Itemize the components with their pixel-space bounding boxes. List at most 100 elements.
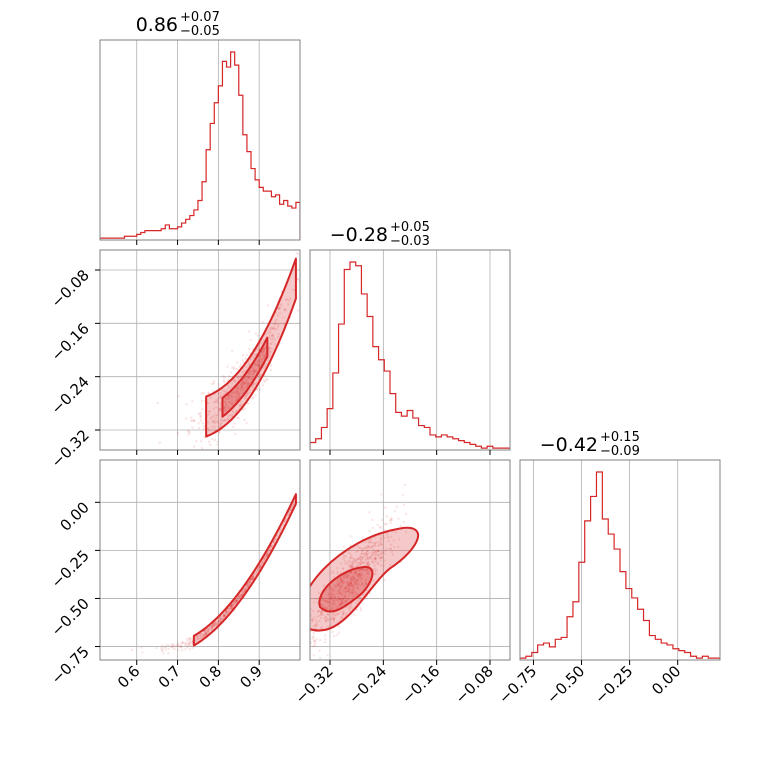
sample-point xyxy=(372,579,375,582)
sample-point xyxy=(359,576,362,579)
sample-point xyxy=(377,553,380,557)
sample-point xyxy=(334,614,337,617)
sample-point xyxy=(370,551,373,554)
sample-point xyxy=(373,569,377,573)
sample-point xyxy=(373,567,376,570)
panel-frame xyxy=(309,459,511,661)
sample-point xyxy=(235,600,239,603)
sample-point xyxy=(317,591,321,595)
sample-point xyxy=(351,565,354,569)
sample-point xyxy=(223,376,226,379)
sample-point xyxy=(241,380,244,384)
sample-point xyxy=(236,376,240,380)
sample-point xyxy=(210,416,214,419)
sample-point xyxy=(207,402,210,405)
sample-point xyxy=(199,411,202,415)
sample-point xyxy=(241,591,244,594)
sample-point xyxy=(330,596,334,600)
sample-point xyxy=(257,360,261,363)
sample-point xyxy=(212,389,215,393)
sample-point xyxy=(346,561,349,565)
sample-point xyxy=(349,571,352,574)
sample-point xyxy=(312,625,316,628)
sample-point xyxy=(236,598,239,602)
sample-point xyxy=(271,333,274,336)
sample-point xyxy=(252,369,256,372)
sample-point xyxy=(330,593,333,597)
sample-point xyxy=(202,391,205,395)
sample-point xyxy=(210,626,214,630)
sample-point xyxy=(348,556,352,560)
sample-point xyxy=(380,556,384,559)
sample-point xyxy=(371,553,374,556)
sample-point xyxy=(347,597,350,600)
sample-point xyxy=(216,414,220,417)
sample-point xyxy=(340,602,344,605)
sample-point xyxy=(260,352,264,356)
sample-point xyxy=(219,618,222,621)
sample-point xyxy=(251,577,254,580)
x-tick-label: −0.25 xyxy=(591,662,636,707)
sample-point xyxy=(366,562,369,565)
sample-point xyxy=(223,408,226,411)
sample-point xyxy=(350,590,354,594)
sample-point xyxy=(199,633,202,636)
sample-point xyxy=(373,564,377,567)
sample-point xyxy=(234,598,238,602)
sample-point xyxy=(232,425,235,429)
sample-point xyxy=(344,555,347,558)
sample-point xyxy=(328,585,332,589)
sample-point xyxy=(211,438,214,441)
sample-point xyxy=(362,555,365,558)
sample-point xyxy=(258,363,262,367)
sample-point xyxy=(350,578,353,582)
sample-point xyxy=(214,621,218,624)
sample-point xyxy=(269,354,272,357)
sample-point xyxy=(358,568,361,572)
sample-point xyxy=(394,531,398,534)
sample-point xyxy=(349,580,353,584)
sample-point xyxy=(269,342,272,345)
sample-point xyxy=(327,597,330,600)
sample-point xyxy=(350,606,354,610)
sample-point xyxy=(202,633,205,637)
sample-point xyxy=(329,597,333,600)
sample-point xyxy=(323,641,327,644)
sample-point xyxy=(353,561,356,564)
sample-point xyxy=(165,643,168,647)
sample-point xyxy=(257,360,260,363)
sample-point xyxy=(312,616,315,620)
sample-point xyxy=(232,366,235,369)
sample-point xyxy=(265,553,269,557)
sample-point xyxy=(242,590,246,593)
sample-point xyxy=(283,309,287,312)
sample-point xyxy=(348,587,351,591)
sample-point xyxy=(379,553,382,556)
sample-point xyxy=(259,388,262,391)
sample-point xyxy=(216,419,219,423)
sample-point xyxy=(359,579,362,582)
sample-point xyxy=(240,593,244,597)
sample-point xyxy=(335,585,338,588)
sample-point xyxy=(237,396,240,399)
sample-point xyxy=(199,416,202,419)
sample-point xyxy=(383,552,386,556)
density-contour xyxy=(318,565,374,613)
sample-point xyxy=(201,421,205,425)
sample-point xyxy=(337,582,341,585)
sample-point xyxy=(267,346,271,349)
sample-point xyxy=(206,421,210,424)
sample-point xyxy=(226,397,229,401)
sample-point xyxy=(219,419,223,423)
sample-point xyxy=(253,370,256,374)
sample-point xyxy=(330,623,333,626)
scatter-2-0 xyxy=(130,493,299,655)
sample-point xyxy=(361,582,364,586)
sample-point xyxy=(356,575,359,579)
sample-point xyxy=(383,536,386,540)
sample-point xyxy=(200,635,203,639)
sample-point xyxy=(188,642,191,645)
sample-point xyxy=(324,619,328,623)
sample-point xyxy=(245,586,248,589)
sample-point xyxy=(397,517,400,520)
